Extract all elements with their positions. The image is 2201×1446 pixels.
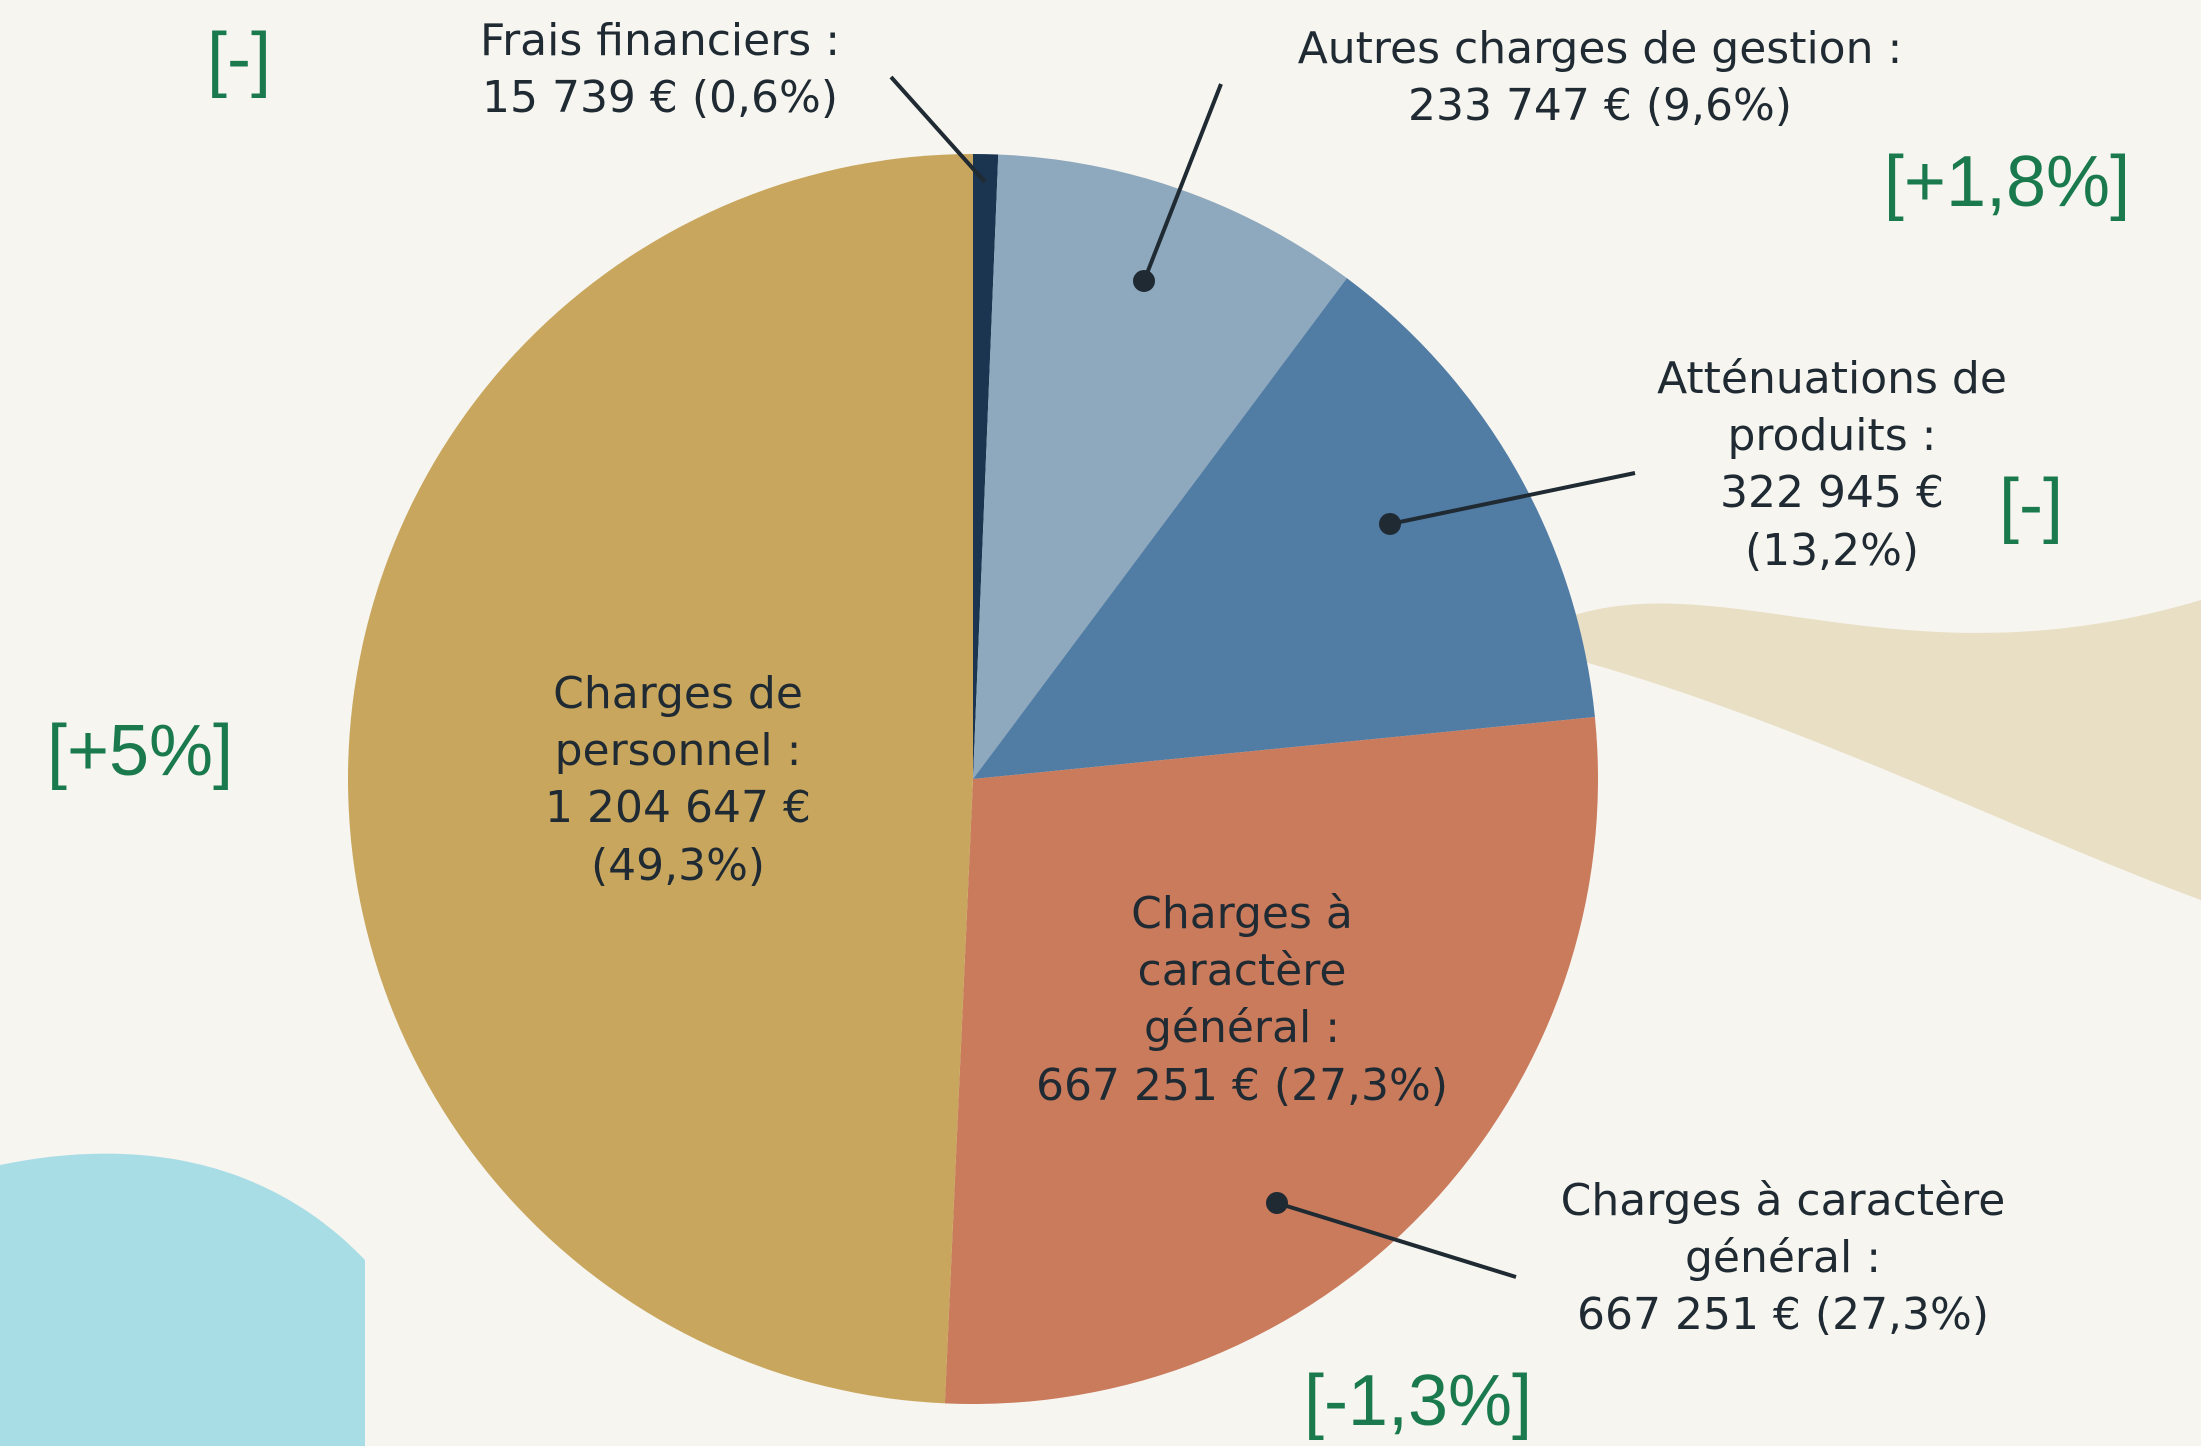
slice-label: Charges à caractère général :667 251 € (… xyxy=(962,885,1522,1114)
change-annotation: [-] xyxy=(1999,465,2063,545)
change-annotation: [+5%] xyxy=(46,711,234,791)
leader-dot xyxy=(1266,1192,1288,1214)
slice-category: Charges de personnel : xyxy=(553,668,803,777)
pie-slice xyxy=(973,154,999,779)
change-annotation: [+1,8%] xyxy=(1883,142,2131,222)
slice-category: Autres charges de gestion : xyxy=(1297,23,1903,74)
pie-slice xyxy=(973,154,1347,780)
slice-label: Charges de personnel :1 204 647 € (49,3%… xyxy=(513,665,843,894)
leader-line xyxy=(1142,83,1223,282)
leader-line xyxy=(1276,1201,1517,1279)
leader-dot xyxy=(1379,513,1401,535)
slice-value-label: 667 251 € (27,3%) xyxy=(1576,1289,1990,1341)
slice-category: Frais financiers : xyxy=(479,15,841,66)
pie-slice xyxy=(973,278,1595,779)
leader-line xyxy=(1389,471,1636,526)
background-blob xyxy=(0,1153,365,1446)
slice-label: Autres charges de gestion : 233 747 € (9,… xyxy=(1150,20,2050,134)
leader-dot xyxy=(1133,270,1155,292)
slice-category: Charges à caractère général : xyxy=(1560,1175,2006,1284)
change-annotation: [-1,3%] xyxy=(1303,1361,1533,1441)
slice-label: Frais financiers : 15 739 € (0,6%) xyxy=(350,12,970,126)
slice-category: Atténuations de produits : xyxy=(1657,353,2007,462)
slice-category: Charges à caractère général : xyxy=(1131,888,1353,1054)
leader-lines xyxy=(889,75,1636,1279)
slice-value-label: 667 251 € (27,3%) xyxy=(1035,1059,1449,1111)
slice-value-label: 322 945 € (13,2%) xyxy=(1720,467,1944,576)
slice-label: Charges à caractère général :667 251 € (… xyxy=(1503,1172,2063,1344)
pie xyxy=(348,154,1598,1404)
slice-value-label: 233 747 € (9,6%) xyxy=(1407,80,1793,132)
slice-label: Atténuations de produits :322 945 € (13,… xyxy=(1647,350,2017,579)
pie-slice xyxy=(944,717,1598,1404)
leader-line xyxy=(889,75,987,184)
pie-slice xyxy=(348,154,974,1404)
slice-value-label: 15 739 € (0,6%) xyxy=(481,72,839,124)
background-wave xyxy=(1560,600,2201,900)
change-annotation: [-] xyxy=(207,19,271,99)
slice-value-label: 1 204 647 € (49,3%) xyxy=(545,782,811,891)
